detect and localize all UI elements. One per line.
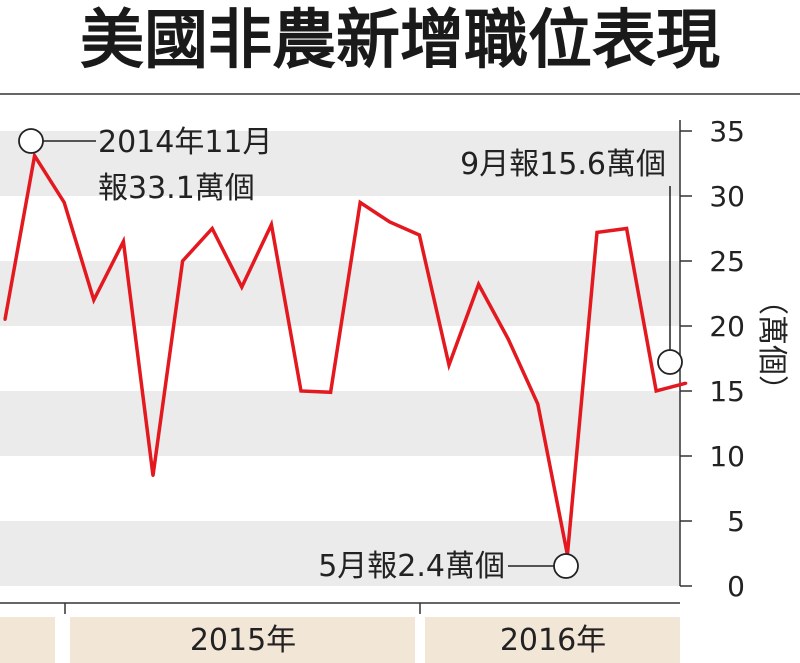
grid-band-1: [0, 261, 680, 326]
annotation-nov-2014-line2: 報33.1萬個: [98, 171, 255, 206]
data-point-8: [240, 285, 244, 289]
data-point-12: [358, 201, 362, 204]
x-axis: 2015年 2016年: [0, 602, 680, 663]
data-point-10: [299, 389, 303, 393]
data-point-2: [62, 201, 66, 204]
series-layer: [3, 150, 688, 557]
data-point-0: [3, 318, 7, 321]
y-axis-label: （萬個）: [754, 285, 789, 405]
data-point-18: [536, 402, 540, 406]
annotation-marker-nov-2014: [18, 128, 44, 154]
data-point-15: [447, 363, 451, 367]
data-point-16: [477, 282, 481, 286]
y-tick-label-30: 30: [709, 180, 745, 213]
annotation-nov-2014-line1: 2014年11月: [98, 125, 273, 160]
annotation-marker-sep-2016: [657, 349, 683, 375]
data-point-14: [417, 233, 421, 237]
annotation-marker-may-2016: [553, 553, 579, 579]
data-point-7: [210, 227, 214, 230]
grid-band-2: [0, 391, 680, 456]
y-tick-label-5: 5: [727, 505, 745, 538]
data-point-11: [329, 390, 333, 394]
data-point-1: [33, 154, 37, 158]
year-band-2016: [425, 617, 680, 663]
data-point-17: [506, 337, 510, 341]
annotation-may-2016: 5月報2.4萬個: [318, 549, 505, 584]
chart-title: 美國非農新增職位表現: [80, 3, 720, 78]
annotation-sep-2016: 9月報15.6萬個: [460, 147, 666, 182]
year-band-2014: [0, 617, 55, 663]
data-point-6: [181, 259, 185, 263]
y-tick-label-35: 35: [709, 115, 745, 148]
series-line-0: [3, 150, 687, 556]
data-point-9: [269, 223, 273, 227]
y-axis: 0 5 10 15 20 25 30 35: [679, 115, 745, 603]
y-tick-label-25: 25: [709, 245, 745, 278]
grid-band-0: [0, 131, 680, 196]
data-point-23: [684, 381, 688, 385]
data-point-4: [121, 240, 125, 243]
data-point-22: [654, 389, 658, 393]
y-tick-label-15: 15: [709, 375, 745, 408]
data-point-20: [595, 230, 599, 234]
y-tick-label-20: 20: [709, 310, 745, 343]
year-band-2015: [70, 617, 415, 663]
data-point-13: [388, 220, 392, 224]
data-point-3: [92, 298, 96, 302]
year-label-0: 2015年: [190, 623, 296, 658]
y-tick-label-10: 10: [709, 440, 745, 473]
year-label-1: 2016年: [500, 623, 606, 658]
data-point-21: [625, 227, 629, 230]
data-point-5: [151, 474, 155, 477]
y-tick-label-0: 0: [727, 570, 745, 603]
